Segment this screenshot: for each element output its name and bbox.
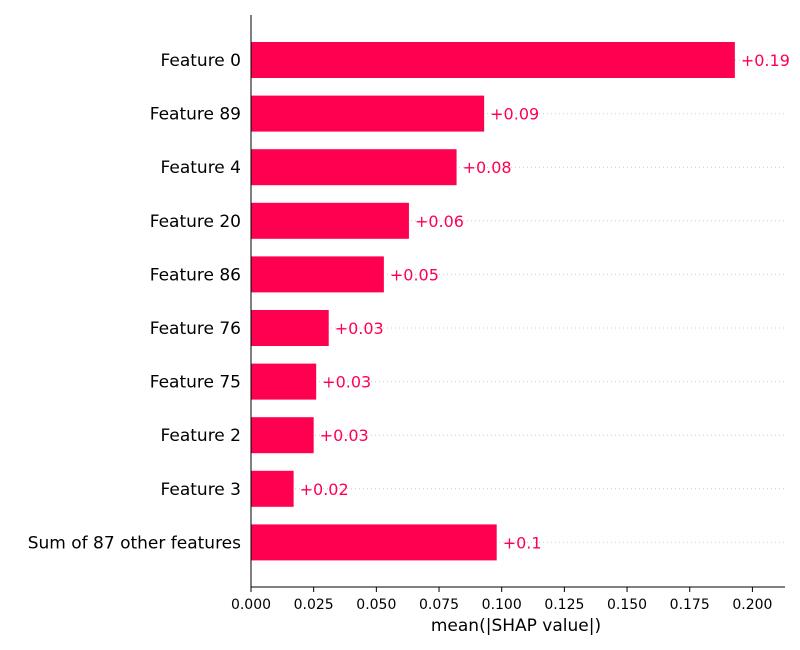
value-label: +0.02 (300, 480, 349, 499)
x-tick-label: 0.200 (732, 597, 772, 613)
x-tick-label: 0.075 (419, 597, 459, 613)
value-label: +0.06 (415, 212, 464, 231)
category-label: Feature 4 (161, 158, 241, 178)
row-guides (251, 59, 785, 543)
category-labels: Feature 0 Feature 89 Feature 4 Feature 20 Fe… (28, 51, 241, 553)
bar (251, 256, 384, 293)
bar (251, 202, 409, 239)
value-label: +0.03 (322, 373, 371, 392)
value-labels: +0.19 +0.09 +0.08 +0.06 +0.05 +0.03 +0.03 +0.03… (300, 51, 790, 552)
category-label: Feature 76 (150, 319, 241, 339)
category-label: Feature 0 (161, 51, 241, 71)
bar (251, 470, 294, 507)
x-ticks: 0.000 0.025 0.050 0.075 0.100 0.125 0.150 0.175… (231, 587, 772, 613)
x-tick-label: 0.025 (294, 597, 334, 613)
x-tick-label: 0.100 (482, 597, 522, 613)
value-label: +0.09 (490, 105, 539, 124)
category-label: Feature 2 (161, 426, 241, 446)
bar (251, 95, 485, 132)
value-label: +0.05 (390, 265, 439, 284)
category-label: Sum of 87 other features (28, 533, 241, 553)
value-label: +0.19 (741, 51, 790, 70)
bar (251, 524, 497, 561)
category-label: Feature 86 (150, 265, 241, 285)
value-label: +0.08 (463, 158, 512, 177)
category-label: Feature 75 (150, 373, 241, 393)
value-label: +0.03 (320, 426, 369, 445)
category-label: Feature 89 (150, 105, 241, 125)
bar (251, 363, 317, 400)
x-tick-label: 0.175 (670, 597, 710, 613)
bar (251, 417, 314, 454)
value-label: +0.03 (335, 319, 384, 338)
x-axis-label: mean(|SHAP value|) (431, 616, 601, 636)
x-tick-label: 0.000 (231, 597, 271, 613)
axes: 0.000 0.025 0.050 0.075 0.100 0.125 0.150 0.175… (231, 15, 785, 613)
x-tick-label: 0.050 (356, 597, 396, 613)
category-label: Feature 20 (150, 212, 241, 232)
bar (251, 310, 329, 346)
x-tick-label: 0.150 (607, 597, 647, 613)
category-label: Feature 3 (161, 480, 241, 500)
x-tick-label: 0.125 (544, 597, 584, 613)
bars (251, 42, 735, 561)
bar (251, 149, 457, 186)
value-label: +0.1 (503, 533, 542, 552)
bar (251, 42, 735, 78)
